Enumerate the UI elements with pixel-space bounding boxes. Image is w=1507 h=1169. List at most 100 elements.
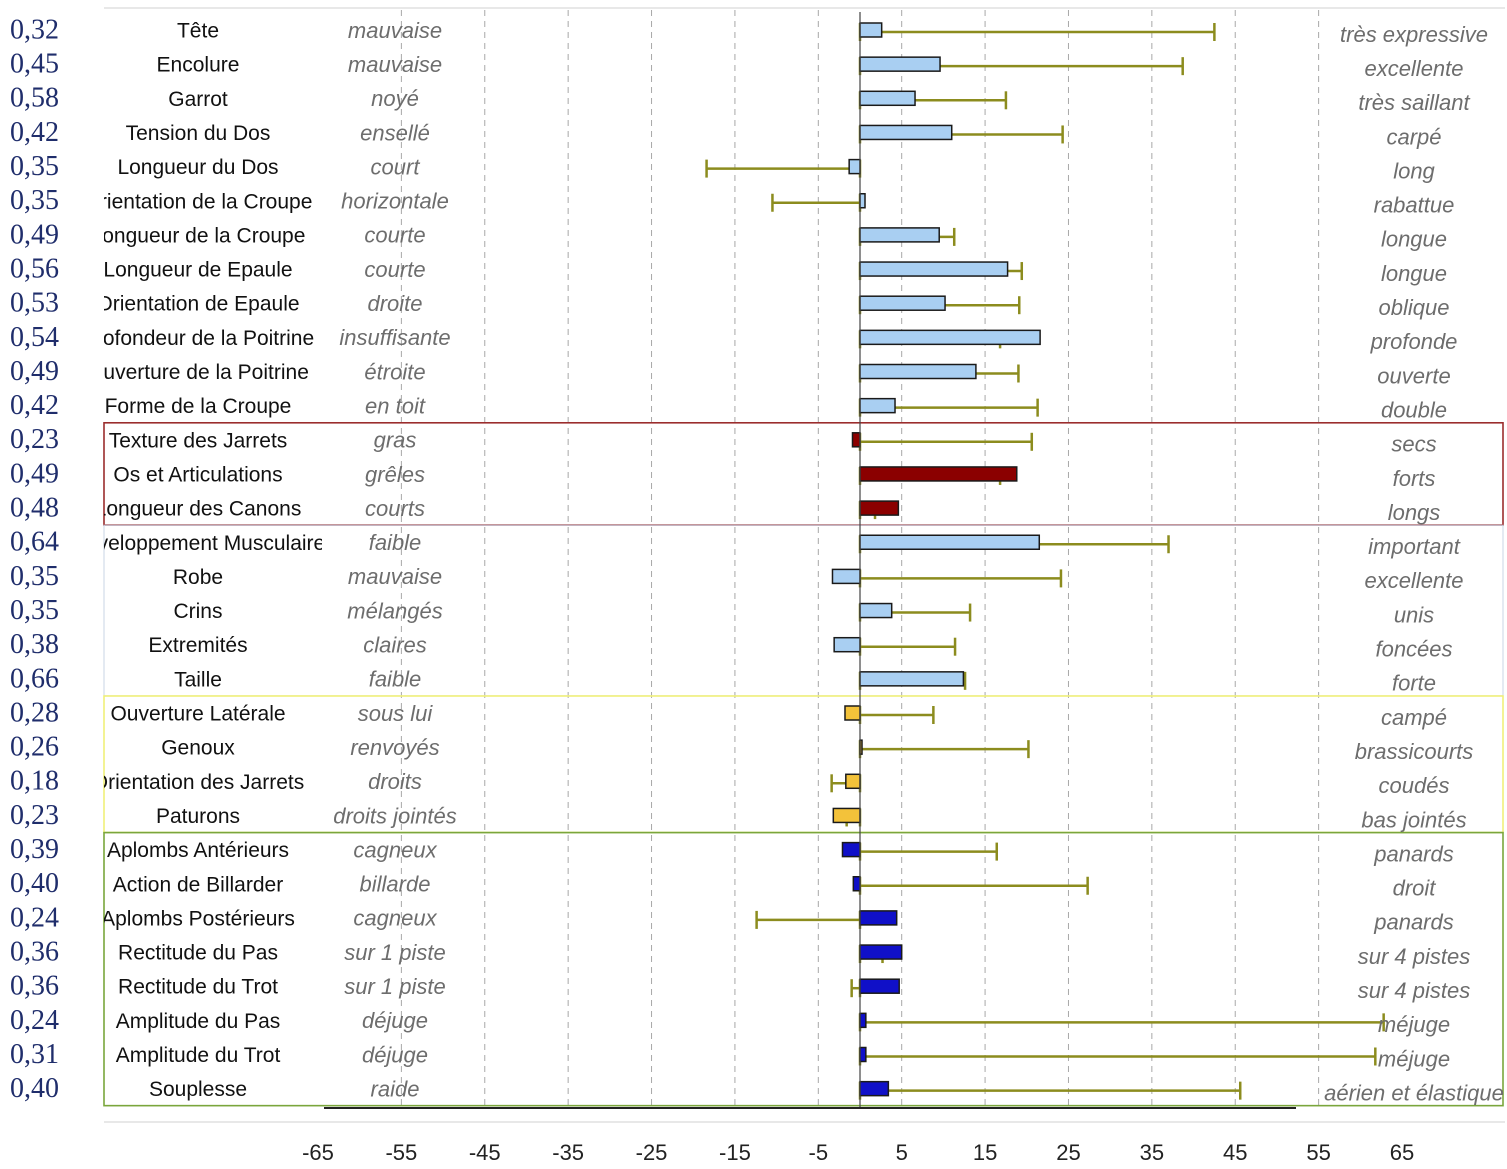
low-label: raide <box>371 1076 420 1101</box>
x-tick-label: 15 <box>973 1140 997 1165</box>
bars <box>831 22 1041 1097</box>
x-tick-label: -45 <box>469 1140 501 1165</box>
low-label: mauvaise <box>348 52 442 77</box>
coef-label: 0,31 <box>10 1039 59 1070</box>
bar <box>859 1012 867 1029</box>
trait-label: Ouverture de la Poitrine <box>87 361 309 384</box>
trait-label: Robe <box>173 566 223 589</box>
trait-label: Longueur des Canons <box>95 498 302 521</box>
high-label: unis <box>1394 602 1434 627</box>
low-label: gras <box>374 428 417 453</box>
x-tick-label: 55 <box>1306 1140 1330 1165</box>
coef-label: 0,32 <box>10 14 59 45</box>
coef-label: 0,23 <box>10 800 59 831</box>
trait-label: Encolure <box>157 54 240 77</box>
coef-label: 0,54 <box>10 322 59 353</box>
trait-label: Orientation de Epaule <box>96 293 299 316</box>
group-frame-stance <box>103 695 1504 834</box>
coef-label: 0,56 <box>10 253 59 284</box>
trait-label: Souplesse <box>149 1078 247 1101</box>
trait-label: Crins <box>173 600 222 623</box>
low-label: sous lui <box>358 701 434 726</box>
error-bars <box>705 23 1385 1100</box>
bar <box>844 705 861 721</box>
bar <box>859 261 1009 277</box>
trait-label: Orientation de la Croupe <box>84 190 313 213</box>
high-label: long <box>1393 158 1435 183</box>
trait-label: Paturons <box>156 805 240 828</box>
low-label: horizontale <box>341 189 449 214</box>
x-tick-label: 45 <box>1223 1140 1247 1165</box>
low-label: droits <box>368 769 422 794</box>
low-label: insuffisante <box>339 325 450 350</box>
coef-label: 0,48 <box>10 493 59 524</box>
high-label: rabattue <box>1374 193 1455 218</box>
trait-label: Longueur du Dos <box>117 156 278 179</box>
bar <box>859 1046 867 1063</box>
coef-label: 0,28 <box>10 697 59 728</box>
x-tick-label: 35 <box>1140 1140 1164 1165</box>
coef-label: 0,40 <box>10 1073 59 1104</box>
bar <box>859 397 896 414</box>
bar <box>841 841 861 858</box>
bar <box>859 1080 890 1097</box>
coef-label: 0,23 <box>10 424 59 455</box>
group-frame-limbs <box>103 421 1504 526</box>
trait-label: Aplombs Antérieurs <box>107 839 289 862</box>
low-label: grêles <box>365 462 425 487</box>
trait-label: Amplitude du Pas <box>116 1010 281 1033</box>
high-label: forte <box>1392 671 1436 696</box>
trait-label: Amplitude du Trot <box>116 1044 281 1067</box>
bar <box>831 568 861 585</box>
trait-label: Rectitude du Trot <box>118 976 278 999</box>
high-label: panards <box>1373 910 1454 935</box>
trait-label: Tête <box>177 20 219 43</box>
high-label: aérien et élastique <box>1324 1080 1504 1105</box>
bar <box>859 602 893 619</box>
low-label: courte <box>364 257 425 282</box>
coef-label: 0,35 <box>10 561 59 592</box>
coef-label: 0,64 <box>10 527 59 558</box>
trait-label: Longueur de la Croupe <box>91 224 306 247</box>
bar <box>852 876 861 892</box>
bar <box>859 193 866 209</box>
coef-label: 0,40 <box>10 868 59 899</box>
high-label: méjuge <box>1378 1012 1450 1037</box>
coef-label: 0,49 <box>10 356 59 387</box>
low-label: mauvaise <box>348 18 442 43</box>
coef-label: 0,53 <box>10 288 59 319</box>
x-tick-label: -15 <box>719 1140 751 1165</box>
high-label: ouverte <box>1377 363 1450 388</box>
high-label: excellente <box>1364 568 1463 593</box>
low-label: courts <box>365 496 425 521</box>
trait-label: Orientation des Jarrets <box>92 771 304 794</box>
coef-label: 0,49 <box>10 458 59 489</box>
low-label: déjuge <box>362 1008 428 1033</box>
coef-label: 0,35 <box>10 595 59 626</box>
bar <box>859 500 900 516</box>
coef-label: 0,24 <box>10 902 59 933</box>
trait-label: Genoux <box>161 737 235 760</box>
high-label: brassicourts <box>1355 739 1474 764</box>
trait-label: Extremités <box>148 634 247 657</box>
x-tick-label: -65 <box>302 1140 334 1165</box>
high-label: double <box>1381 397 1447 422</box>
low-label: claires <box>363 633 427 658</box>
group-frame-gaits <box>103 831 1504 1107</box>
bar <box>859 910 898 926</box>
coef-label: 0,18 <box>10 766 59 797</box>
bar <box>859 124 953 141</box>
coef-label: 0,35 <box>10 185 59 216</box>
high-label: oblique <box>1379 295 1450 320</box>
low-label: déjuge <box>362 1042 428 1067</box>
low-label: étroite <box>364 359 425 384</box>
coef-label: 0,38 <box>10 629 59 660</box>
high-label: droit <box>1393 876 1437 901</box>
low-label: sur 1 piste <box>344 974 446 999</box>
bar <box>845 773 861 790</box>
low-label: ensellé <box>360 120 430 145</box>
trait-label: Rectitude du Pas <box>118 942 278 965</box>
bar <box>859 944 903 960</box>
bar <box>859 56 941 72</box>
